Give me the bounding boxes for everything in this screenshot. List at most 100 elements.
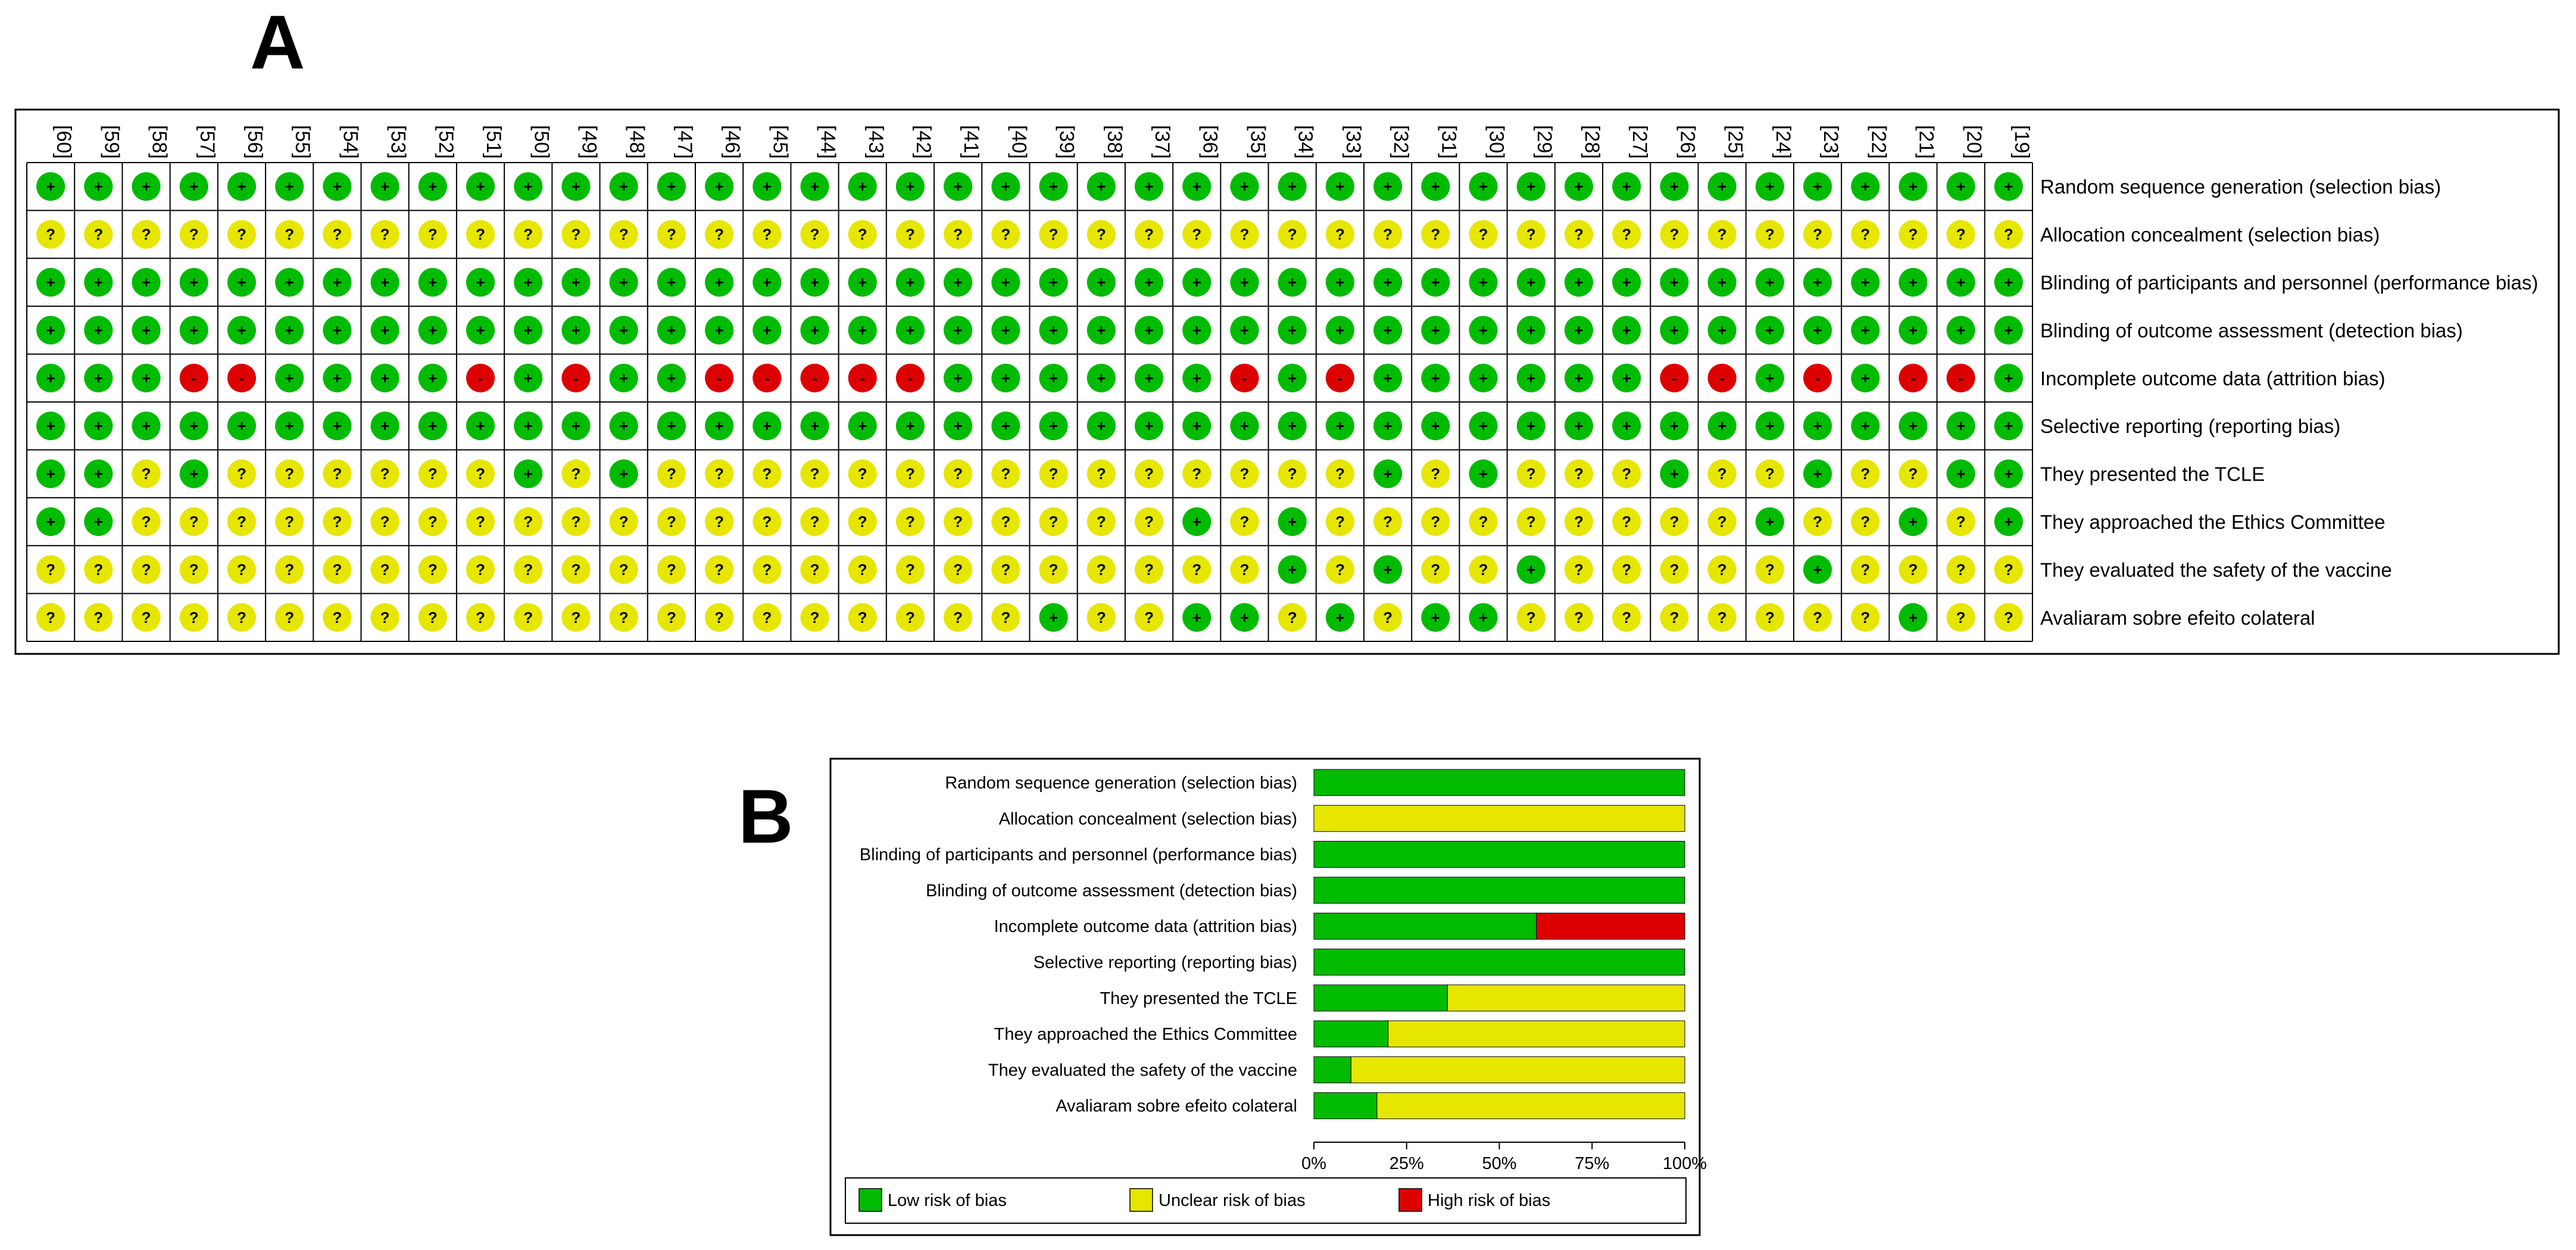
study-label: [24] [1772, 125, 1794, 159]
domain-label: Selective reporting (reporting bias) [2040, 415, 2340, 437]
risk-symbol: + [524, 465, 533, 483]
unclear-risk-icon [1230, 459, 1259, 488]
legend-label: High risk of bias [1428, 1191, 1550, 1210]
unclear-risk-icon [1660, 507, 1689, 537]
study-label: [57] [196, 125, 218, 159]
risk-symbol: + [858, 417, 867, 435]
risk-symbol: + [285, 417, 294, 435]
low-risk-icon [227, 172, 257, 201]
risk-symbol: + [142, 273, 151, 291]
low-risk-icon [1325, 316, 1354, 345]
risk-symbol: ? [810, 609, 820, 626]
low-risk-icon [1421, 316, 1450, 345]
unclear-risk-icon [1373, 603, 1403, 632]
risk-symbol: ? [1144, 465, 1154, 483]
risk-symbol: + [1192, 369, 1201, 387]
risk-symbol: + [1765, 177, 1774, 195]
unclear-risk-icon [1278, 220, 1307, 249]
risk-symbol: ? [1049, 226, 1058, 244]
unclear-risk-icon [1278, 603, 1307, 632]
risk-symbol: ? [1192, 465, 1201, 483]
risk-symbol: ? [142, 560, 151, 578]
unclear-risk-icon [466, 555, 495, 584]
risk-symbol: ? [1240, 560, 1250, 578]
unclear-risk-icon [1660, 555, 1689, 584]
bar-segment [1313, 877, 1685, 904]
unclear-risk-icon [132, 507, 161, 537]
low-risk-icon [1086, 267, 1116, 297]
low-risk-icon [944, 363, 973, 392]
unclear-risk-icon [1134, 555, 1164, 584]
low-risk-icon [1230, 172, 1259, 201]
low-risk-icon [561, 412, 591, 441]
risk-symbol: ? [1001, 609, 1010, 626]
risk-symbol: ? [285, 513, 294, 531]
risk-symbol: + [715, 417, 724, 435]
unclear-risk-icon [1946, 507, 1975, 537]
risk-symbol: + [1097, 177, 1106, 195]
unclear-risk-icon [609, 220, 638, 249]
low-risk-icon [323, 363, 352, 392]
unclear-risk-icon [657, 555, 686, 584]
risk-symbol: + [94, 321, 103, 339]
unclear-risk-icon [1421, 555, 1450, 584]
low-risk-icon [1278, 507, 1307, 537]
study-label: [27] [1628, 125, 1651, 159]
unclear-risk-icon [36, 603, 65, 632]
low-risk-icon [609, 412, 638, 441]
tick-label: 25% [1390, 1154, 1424, 1173]
risk-symbol: + [476, 273, 485, 291]
low-risk-icon [1994, 459, 2023, 488]
risk-symbol: ? [714, 465, 724, 483]
low-risk-icon [1182, 267, 1211, 297]
study-label: [47] [673, 125, 696, 159]
risk-symbol: + [524, 321, 533, 339]
risk-symbol: ? [332, 226, 342, 244]
domain-label: They presented the TCLE [2040, 463, 2265, 485]
risk-symbol: + [619, 369, 628, 387]
risk-symbol: + [285, 273, 294, 291]
low-risk-icon [800, 172, 829, 201]
unclear-risk-icon [800, 603, 829, 632]
risk-symbol: ? [1956, 513, 1966, 531]
low-risk-icon [132, 267, 161, 297]
low-risk-icon [514, 459, 543, 488]
risk-symbol: + [954, 369, 963, 387]
risk-symbol: + [572, 273, 580, 291]
low-risk-icon [418, 316, 447, 345]
high-risk-icon [752, 363, 782, 392]
unclear-risk-icon [323, 603, 352, 632]
unclear-risk-icon [370, 603, 399, 632]
unclear-risk-icon [1325, 220, 1354, 249]
unclear-risk-icon [1421, 507, 1450, 537]
risk-symbol: ? [1001, 560, 1010, 578]
unclear-risk-icon [514, 220, 543, 249]
low-risk-icon [895, 412, 925, 441]
low-risk-icon [1086, 172, 1116, 201]
unclear-risk-icon [227, 555, 257, 584]
risk-symbol: + [94, 417, 103, 435]
risk-symbol: + [1813, 321, 1822, 339]
unclear-risk-icon [323, 220, 352, 249]
risk-symbol: + [1001, 321, 1010, 339]
low-risk-icon [1803, 412, 1832, 441]
low-risk-icon [514, 412, 543, 441]
low-risk-icon [1325, 267, 1354, 297]
risk-symbol: + [476, 177, 485, 195]
risk-symbol: + [1192, 321, 1201, 339]
risk-symbol: ? [189, 609, 199, 626]
risk-symbol: + [1288, 513, 1297, 531]
tick-label: 50% [1482, 1154, 1516, 1173]
risk-symbol: ? [1049, 560, 1058, 578]
unclear-risk-icon [275, 555, 304, 584]
risk-symbol: ? [380, 465, 390, 483]
unclear-risk-icon [84, 555, 113, 584]
risk-symbol: ? [572, 560, 581, 578]
study-label: [38] [1103, 125, 1126, 159]
risk-symbol: + [1670, 321, 1679, 339]
risk-symbol: + [1335, 177, 1344, 195]
unclear-risk-icon [132, 459, 161, 488]
unclear-risk-icon [1516, 220, 1545, 249]
low-risk-icon [1182, 603, 1211, 632]
